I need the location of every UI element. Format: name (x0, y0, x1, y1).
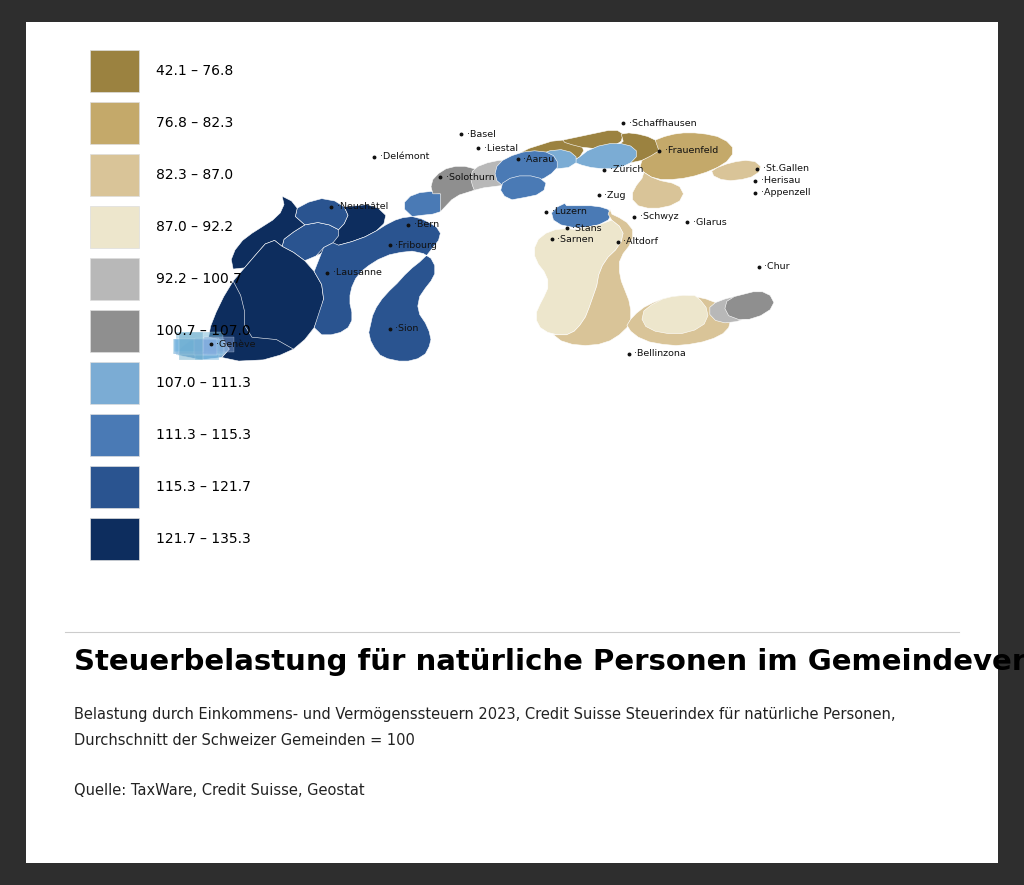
Text: ·Genève: ·Genève (216, 340, 256, 349)
Polygon shape (173, 339, 207, 354)
Polygon shape (580, 133, 660, 164)
Polygon shape (712, 160, 761, 181)
Text: ·Delémont: ·Delémont (380, 152, 429, 161)
FancyBboxPatch shape (90, 103, 139, 144)
Text: ·Appenzell: ·Appenzell (761, 189, 810, 197)
FancyBboxPatch shape (90, 311, 139, 352)
Text: ·Glarus: ·Glarus (693, 218, 727, 227)
Polygon shape (175, 332, 223, 355)
Text: ·Neuchâtel: ·Neuchâtel (337, 203, 388, 212)
Polygon shape (209, 241, 324, 361)
Text: 92.2 – 100.7: 92.2 – 100.7 (156, 273, 242, 286)
Polygon shape (471, 160, 525, 190)
Text: 76.8 – 82.3: 76.8 – 82.3 (156, 116, 233, 130)
FancyBboxPatch shape (90, 466, 139, 508)
Text: Steuerbelastung für natürliche Personen im Gemeindevergleich: Steuerbelastung für natürliche Personen … (75, 649, 1024, 676)
Polygon shape (553, 210, 633, 345)
Polygon shape (231, 196, 305, 269)
Polygon shape (537, 150, 577, 169)
FancyBboxPatch shape (90, 414, 139, 456)
Text: ·Zürich: ·Zürich (610, 165, 643, 174)
Polygon shape (194, 339, 217, 355)
Text: ·Basel: ·Basel (467, 129, 496, 139)
Polygon shape (710, 296, 757, 323)
Polygon shape (233, 241, 324, 349)
Text: 82.3 – 87.0: 82.3 – 87.0 (156, 168, 233, 182)
Text: 111.3 – 115.3: 111.3 – 115.3 (156, 428, 251, 442)
Polygon shape (204, 336, 233, 351)
Polygon shape (314, 217, 440, 361)
Text: Durchschnitt der Schweizer Gemeinden = 100: Durchschnitt der Schweizer Gemeinden = 1… (75, 733, 415, 748)
Polygon shape (174, 339, 203, 352)
Text: ·Fribourg: ·Fribourg (395, 241, 437, 250)
Polygon shape (179, 332, 203, 360)
Text: Quelle: TaxWare, Credit Suisse, Geostat: Quelle: TaxWare, Credit Suisse, Geostat (75, 783, 365, 798)
Polygon shape (295, 198, 348, 229)
Text: 121.7 – 135.3: 121.7 – 135.3 (156, 532, 251, 546)
Text: 115.3 – 121.7: 115.3 – 121.7 (156, 481, 251, 494)
Polygon shape (404, 191, 446, 217)
Polygon shape (431, 166, 483, 212)
Text: ·Herisau: ·Herisau (761, 176, 800, 185)
Polygon shape (501, 176, 546, 200)
Text: ·Zug: ·Zug (604, 190, 626, 199)
Polygon shape (640, 133, 732, 180)
Text: Belastung durch Einkommens- und Vermögenssteuern 2023, Credit Suisse Steuerindex: Belastung durch Einkommens- und Vermögen… (75, 707, 896, 722)
Text: ·Frauenfeld: ·Frauenfeld (665, 146, 718, 155)
Polygon shape (535, 220, 624, 335)
Polygon shape (316, 204, 386, 256)
Polygon shape (495, 150, 557, 186)
Text: ·Sion: ·Sion (395, 324, 419, 334)
Text: ·Lausanne: ·Lausanne (333, 268, 382, 277)
Text: ·Solothurn: ·Solothurn (446, 173, 495, 181)
FancyBboxPatch shape (90, 154, 139, 196)
Text: ·St.Gallen: ·St.Gallen (763, 165, 809, 173)
Text: ·Aarau: ·Aarau (523, 155, 555, 164)
Text: ·Stans: ·Stans (572, 224, 602, 233)
Polygon shape (508, 140, 584, 174)
Text: ·Liestal: ·Liestal (483, 144, 518, 153)
Text: ·Bellinzona: ·Bellinzona (635, 350, 686, 358)
Text: 100.7 – 107.0: 100.7 – 107.0 (156, 324, 251, 338)
Polygon shape (563, 130, 624, 149)
Polygon shape (642, 296, 708, 334)
Text: ·Schwyz: ·Schwyz (640, 212, 679, 221)
Polygon shape (174, 339, 223, 354)
Polygon shape (633, 173, 683, 208)
Polygon shape (177, 337, 229, 360)
FancyBboxPatch shape (90, 258, 139, 300)
Text: 107.0 – 111.3: 107.0 – 111.3 (156, 376, 251, 390)
Polygon shape (283, 222, 344, 261)
Text: ·Altdorf: ·Altdorf (624, 237, 658, 246)
Polygon shape (552, 204, 612, 227)
Polygon shape (196, 338, 219, 360)
Polygon shape (627, 296, 730, 345)
Text: ·Sarnen: ·Sarnen (557, 235, 594, 243)
Text: ·Luzern: ·Luzern (552, 207, 587, 216)
Text: 42.1 – 76.8: 42.1 – 76.8 (156, 65, 233, 79)
FancyBboxPatch shape (90, 362, 139, 404)
Text: ·Chur: ·Chur (765, 262, 791, 271)
FancyBboxPatch shape (90, 206, 139, 248)
FancyBboxPatch shape (90, 50, 139, 92)
Text: 87.0 – 92.2: 87.0 – 92.2 (156, 220, 233, 235)
Text: ·Bern: ·Bern (414, 220, 439, 229)
Polygon shape (725, 292, 774, 319)
Polygon shape (572, 143, 636, 169)
Text: ·Schaffhausen: ·Schaffhausen (629, 119, 696, 127)
FancyBboxPatch shape (90, 519, 139, 560)
